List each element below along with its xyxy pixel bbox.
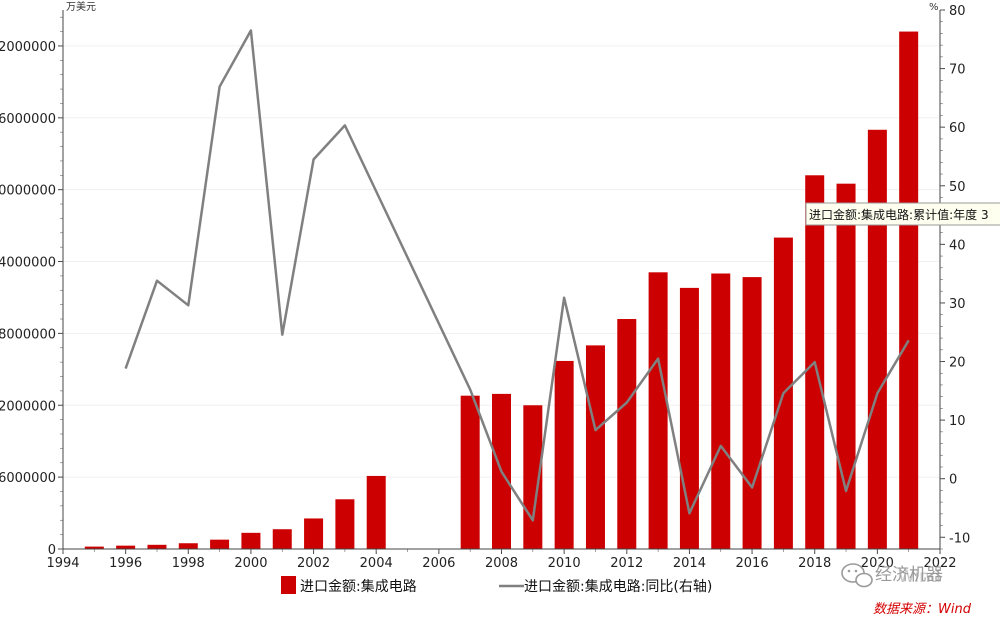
watermark: Wind 经济机器: [841, 563, 943, 588]
line-series: [124, 29, 910, 522]
bar-2015: [711, 273, 731, 549]
legend: 进口金额:集成电路 进口金额:集成电路:同比(右轴): [281, 576, 712, 595]
bar-1996: [116, 545, 136, 549]
bar-series: [84, 31, 919, 550]
x-tick-label-9: 2012: [610, 556, 643, 571]
tooltip-box: [805, 202, 1000, 226]
x-tick-label-0: 1994: [46, 556, 79, 571]
tick-labels: 0 6000000 12000000 18000000 24000000 30000000…: [0, 4, 970, 571]
right-tick-label-6: 50: [949, 180, 966, 195]
right-tick-label-4: 30: [949, 297, 966, 312]
bar-1998: [178, 543, 198, 549]
gridlines: [63, 45, 940, 478]
right-tick-label-1: 0: [949, 473, 957, 488]
bar-2000: [241, 532, 261, 549]
bar-1997: [147, 544, 167, 549]
bar-2020: [867, 129, 887, 549]
axes: [58, 9, 945, 554]
bar-2010: [554, 360, 574, 549]
left-tick-label-7: 42000000: [0, 40, 56, 55]
bar-2012: [617, 319, 637, 549]
bar-2021: [899, 31, 919, 550]
x-tick-label-12: 2018: [798, 556, 831, 571]
x-tick-label-2: 1998: [172, 556, 205, 571]
legend-label-line: 进口金额:集成电路:同比(右轴): [524, 578, 712, 595]
bar-2007: [460, 395, 480, 549]
watermark-faded-text: Wind: [898, 567, 941, 587]
left-tick-label-4: 24000000: [0, 256, 56, 271]
x-tick-label-4: 2002: [297, 556, 330, 571]
x-tick-label-1: 1996: [109, 556, 142, 571]
left-tick-label-6: 36000000: [0, 112, 56, 127]
bar-2004: [366, 475, 386, 549]
watermark-text: 经济机器: [875, 565, 943, 585]
legend-swatch-bar: [281, 576, 296, 594]
bar-1995: [84, 546, 104, 549]
right-axis-unit: %: [929, 2, 939, 13]
right-tick-label-7: 60: [949, 121, 966, 136]
x-tick-label-3: 2000: [234, 556, 267, 571]
bar-1999: [210, 539, 230, 549]
tooltip-text: 进口金额:集成电路:累计值:年度 3: [809, 207, 989, 222]
bar-2016: [742, 277, 762, 549]
right-tick-label-9: 80: [949, 4, 966, 19]
x-tick-label-5: 2004: [360, 556, 393, 571]
bar-2003: [335, 499, 355, 549]
left-axis-unit: 万美元: [66, 0, 96, 13]
left-tick-label-5: 30000000: [0, 184, 56, 199]
right-tick-label-8: 70: [949, 63, 966, 78]
x-tick-label-8: 2010: [548, 556, 581, 571]
x-tick-label-11: 2016: [736, 556, 769, 571]
bar-2001: [272, 529, 292, 549]
bar-2019: [836, 183, 856, 549]
x-tick-label-6: 2006: [422, 556, 455, 571]
tooltip: 进口金额:集成电路:累计值:年度 3: [805, 202, 1000, 226]
bar-2013: [648, 272, 668, 549]
left-tick-label-3: 18000000: [0, 327, 56, 342]
left-tick-label-2: 12000000: [0, 399, 56, 414]
right-tick-label-3: 20: [949, 356, 966, 371]
wechat-icon: [841, 563, 873, 588]
left-tick-label-0: 0: [48, 543, 56, 558]
bar-2002: [304, 518, 324, 549]
x-tick-label-10: 2014: [673, 556, 706, 571]
bar-2011: [585, 345, 605, 549]
source-note: 数据来源：Wind: [873, 602, 972, 617]
left-tick-label-1: 6000000: [0, 471, 56, 486]
right-tick-label-0: -10: [949, 531, 970, 546]
legend-label-bar: 进口金额:集成电路: [300, 578, 417, 595]
x-tick-label-13: 2020: [861, 556, 894, 571]
right-tick-label-2: 10: [949, 414, 966, 429]
x-tick-label-7: 2008: [485, 556, 518, 571]
x-tick-label-14: 2022: [923, 556, 956, 571]
right-tick-label-5: 40: [949, 238, 966, 253]
